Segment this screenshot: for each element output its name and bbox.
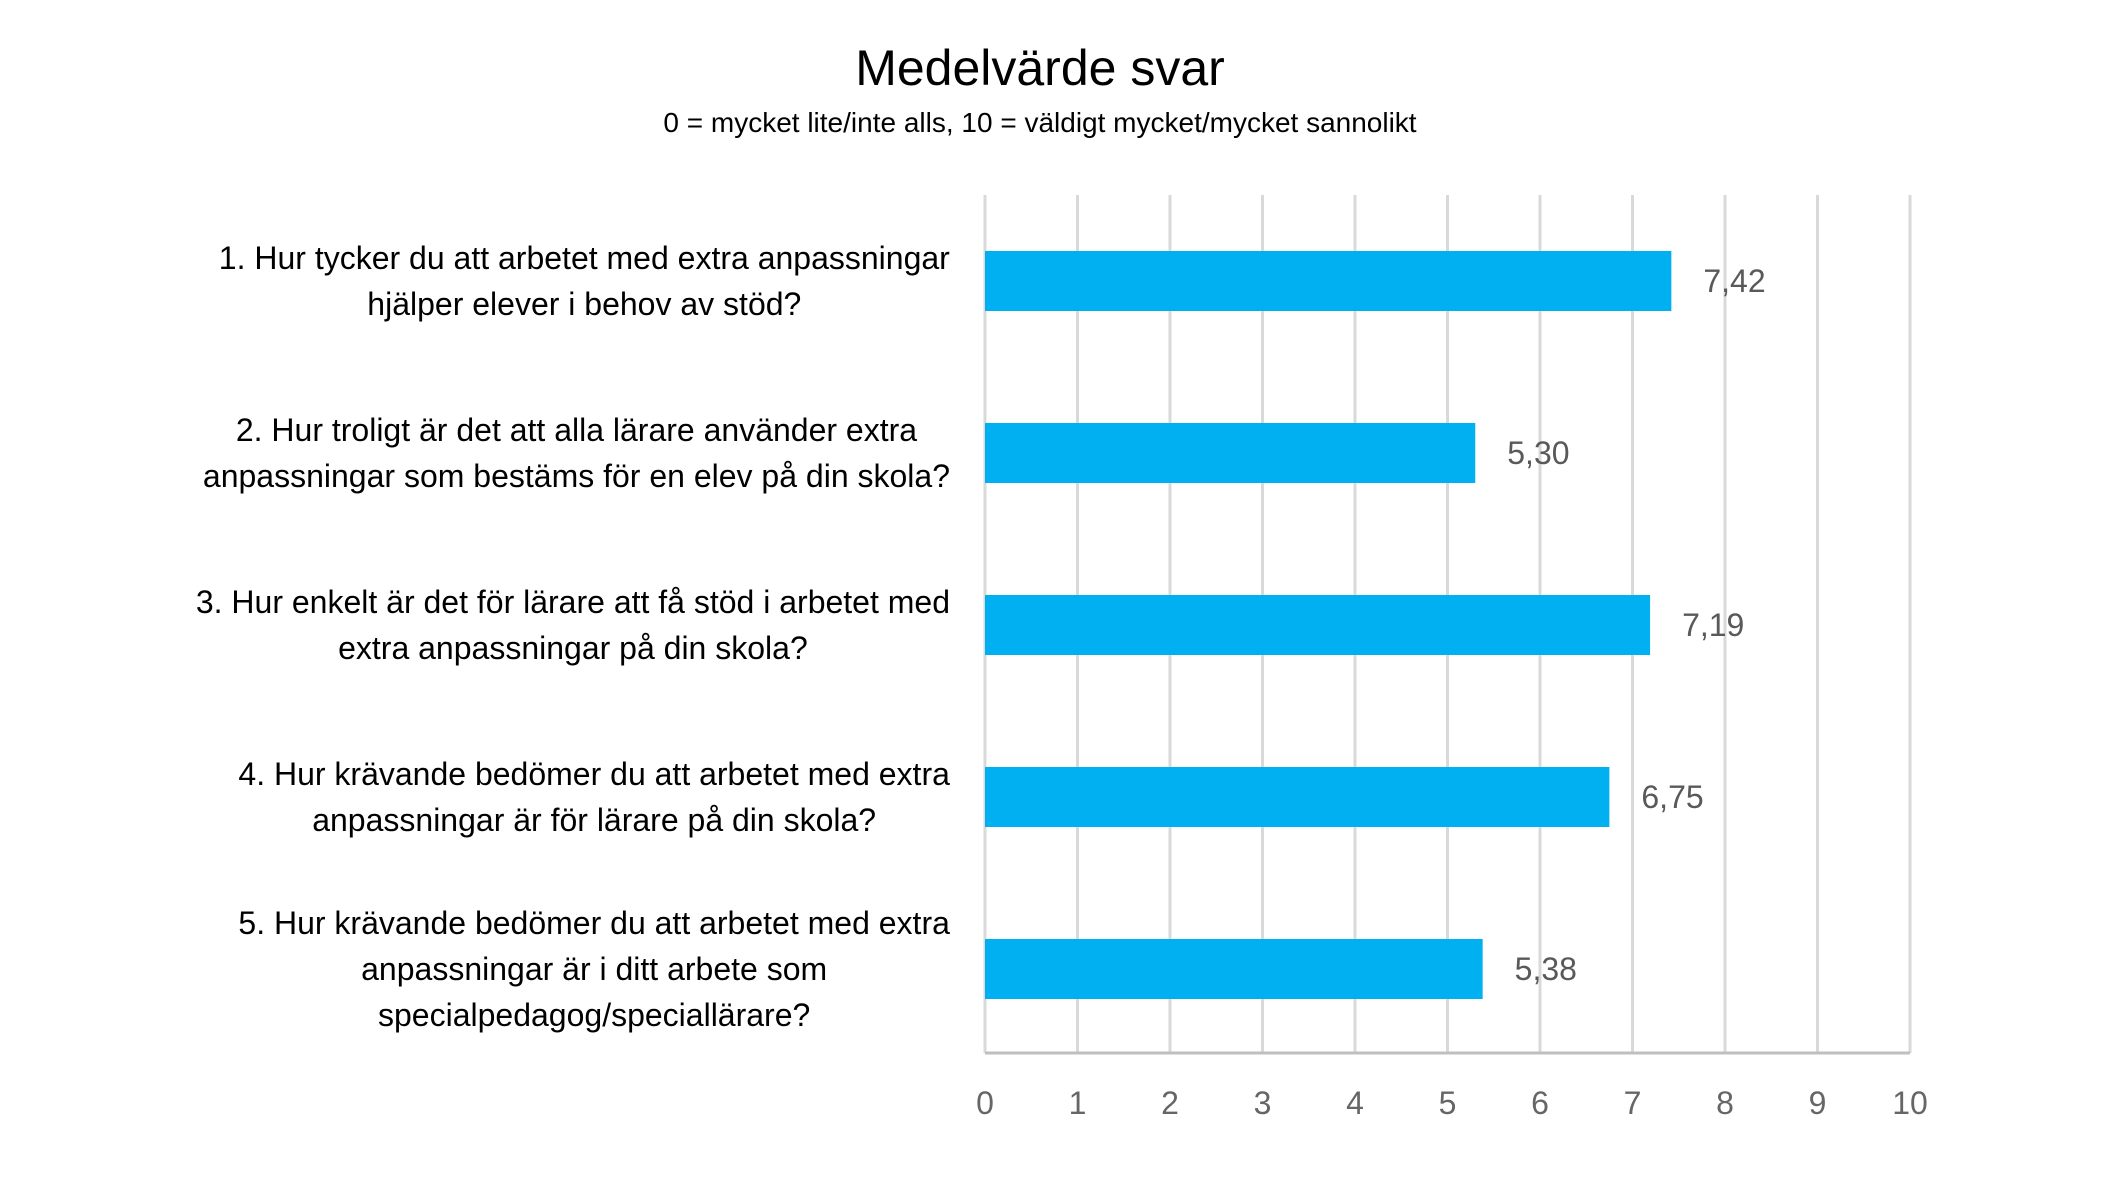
category-label: 2. Hur troligt är det att alla lärare an… [203, 412, 950, 494]
x-tick-label: 2 [1161, 1085, 1179, 1121]
chart-subtitle: 0 = mycket lite/inte alls, 10 = väldigt … [663, 107, 1416, 138]
chart-title: Medelvärde svar [855, 40, 1225, 96]
data-label: 6,75 [1641, 779, 1703, 815]
x-tick-label: 8 [1716, 1085, 1734, 1121]
category-label: 5. Hur krävande bedömer du att arbetet m… [238, 905, 950, 1033]
category-label: 4. Hur krävande bedömer du att arbetet m… [238, 756, 950, 838]
data-label: 5,38 [1515, 951, 1577, 987]
data-label: 7,19 [1682, 607, 1744, 643]
category-label: 3. Hur enkelt är det för lärare att få s… [196, 584, 950, 666]
x-tick-label: 1 [1069, 1085, 1087, 1121]
bars: 7,42 5,30 7,19 6,75 5,38 [985, 251, 1766, 999]
bar [985, 251, 1672, 311]
bar [985, 767, 1610, 827]
x-tick-label: 6 [1531, 1085, 1549, 1121]
bar [985, 595, 1651, 655]
bar [985, 939, 1483, 999]
x-tick-label: 7 [1624, 1085, 1642, 1121]
x-tick-label: 4 [1346, 1085, 1364, 1121]
bar [985, 423, 1476, 483]
category-label: 1. Hur tycker du att arbetet med extra a… [219, 240, 950, 322]
x-tick-label: 10 [1892, 1085, 1928, 1121]
x-tick-label: 9 [1809, 1085, 1827, 1121]
x-axis: 0 1 2 3 4 5 6 7 8 9 10 [976, 1051, 1928, 1121]
x-tick-label: 5 [1439, 1085, 1457, 1121]
category-labels: 1. Hur tycker du att arbetet med extra a… [196, 240, 950, 1033]
data-label: 7,42 [1703, 263, 1765, 299]
data-label: 5,30 [1507, 435, 1569, 471]
x-tick-label: 3 [1254, 1085, 1272, 1121]
x-tick-label: 0 [976, 1085, 994, 1121]
